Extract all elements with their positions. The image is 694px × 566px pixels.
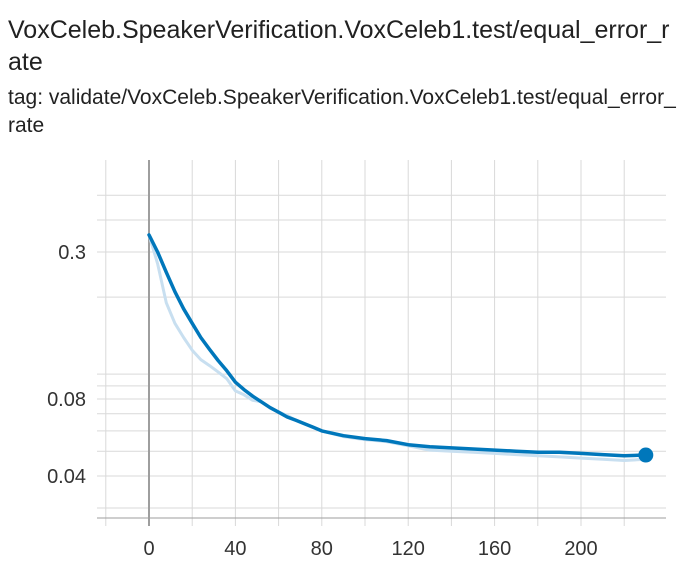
series-endpoint-marker[interactable] <box>638 447 654 463</box>
x-tick-label: 40 <box>224 538 246 560</box>
series-layer <box>147 233 654 463</box>
chart-title: VoxCeleb.SpeakerVerification.VoxCeleb1.t… <box>8 16 670 76</box>
y-tick-labels: 0.3 0.08 0.04 <box>47 242 86 488</box>
x-tick-labels: 0 40 80 120 160 200 <box>143 538 597 560</box>
x-tick-label: 0 <box>143 538 154 560</box>
raw-series-line <box>147 233 648 462</box>
smoothed-series-line <box>147 233 648 458</box>
chart-tag: tag: validate/VoxCeleb.SpeakerVerificati… <box>8 86 676 137</box>
x-tick-label: 80 <box>311 538 333 560</box>
x-tick-label: 160 <box>478 538 511 560</box>
grid-minor <box>97 160 666 526</box>
y-tick-label: 0.08 <box>47 389 86 411</box>
y-tick-label: 0.04 <box>47 466 86 488</box>
y-tick-label: 0.3 <box>58 242 86 264</box>
x-tick-label: 120 <box>392 538 425 560</box>
x-tick-label: 200 <box>564 538 597 560</box>
